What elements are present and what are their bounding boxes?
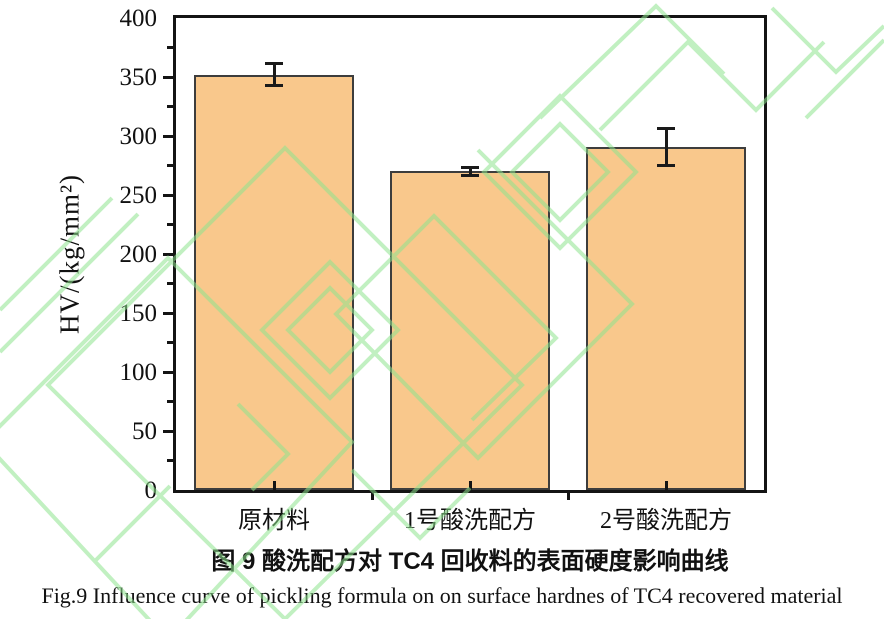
y-major-tick (163, 370, 173, 374)
caption-english: Fig.9 Influence curve of pickling formul… (41, 583, 843, 608)
error-bar-cap-bottom (265, 84, 283, 88)
y-minor-tick (167, 164, 173, 167)
y-major-tick (163, 193, 173, 197)
error-bar-cap-top (265, 61, 283, 65)
y-major-tick (163, 311, 173, 315)
y-tick-label: 0 (144, 477, 158, 504)
y-tick-label: 150 (119, 300, 158, 327)
x-center-tick (272, 481, 276, 490)
y-minor-tick (167, 105, 173, 108)
y-tick-label: 250 (119, 182, 158, 209)
bar (390, 171, 550, 490)
x-category-label: 原材料 (238, 508, 310, 534)
y-tick-label: 400 (119, 5, 158, 32)
y-minor-tick (167, 223, 173, 226)
y-minor-tick (167, 46, 173, 49)
y-tick-label: 300 (119, 123, 158, 150)
error-bar-cap-top (461, 165, 479, 169)
bar (586, 146, 746, 490)
x-boundary-tick (566, 493, 570, 500)
x-center-tick (468, 481, 472, 490)
x-center-tick (664, 481, 668, 490)
x-category-label: 2号酸洗配方 (600, 508, 732, 534)
y-minor-tick (167, 341, 173, 344)
error-bar-cap-top (657, 126, 675, 130)
y-tick-label: 200 (119, 241, 158, 268)
y-tick-label: 100 (119, 359, 158, 386)
y-minor-tick (167, 400, 173, 403)
y-minor-tick (167, 459, 173, 462)
y-tick-label: 350 (119, 64, 158, 91)
y-major-tick (163, 75, 173, 79)
x-boundary-tick (370, 493, 374, 500)
caption-chinese: 图 9 酸洗配方对 TC4 回收料的表面硬度影响曲线 (211, 548, 729, 575)
x-category-label: 1号酸洗配方 (404, 508, 536, 534)
error-bar (664, 127, 668, 166)
y-major-tick (163, 134, 173, 138)
y-axis-title: HV/(kg/mm²) (54, 173, 85, 335)
y-tick-label: 50 (132, 418, 157, 445)
y-major-tick (163, 252, 173, 256)
error-bar-cap-bottom (461, 174, 479, 178)
y-minor-tick (167, 282, 173, 285)
y-major-tick (163, 429, 173, 433)
bar (194, 74, 354, 490)
error-bar-cap-bottom (657, 163, 675, 167)
error-bar (272, 62, 276, 87)
